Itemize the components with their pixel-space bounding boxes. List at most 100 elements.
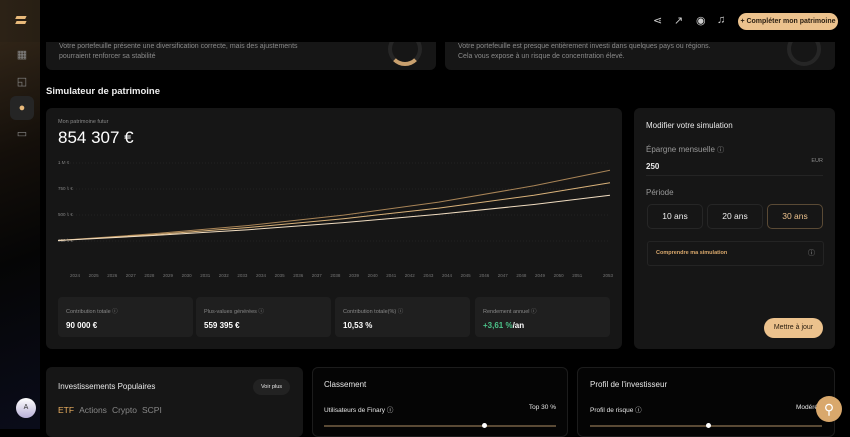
ranking-value: Top 30 % [528,404,556,411]
stat-label: Contribution totale(%) ⓘ [343,309,404,315]
x-tick: 2033 [237,273,248,278]
future-label: Mon patrimoine futur [58,119,109,125]
chat-icon[interactable]: ▭ [16,128,28,140]
avatar[interactable]: A [16,398,36,418]
x-tick: 2048 [516,273,527,278]
eye-icon[interactable]: ◉ [696,15,706,27]
stat-suffix: /an [512,321,525,330]
stat-value: 90 000 € [66,321,98,330]
info-icon[interactable]: ⓘ [808,250,815,257]
understand-label: Comprendre ma simulation [656,250,728,256]
card-text: pourraient renforcer sa stabilité [59,53,156,60]
x-tick: 2051 [572,273,583,278]
x-tick: 2026 [107,273,118,278]
card-text: Votre portefeuille présente une diversif… [59,43,298,50]
x-tick: 2046 [479,273,490,278]
x-tick: 2038 [330,273,341,278]
x-tick: 2031 [200,273,211,278]
x-tick: 2045 [460,273,471,278]
savings-label-text: Épargne mensuelle [646,145,715,154]
x-tick: 2032 [218,273,229,278]
tab-etf[interactable]: ETF [58,405,75,415]
share-icon[interactable]: ⋖ [653,15,663,27]
x-tick: 2043 [423,273,434,278]
x-tick: 2027 [125,273,136,278]
stat-value: 10,53 % [343,321,373,330]
card-text: Cela vous expose à un risque de concentr… [458,53,625,60]
risk-slider [590,423,822,428]
section-title: Simulateur de patrimoine [46,86,161,97]
stat-contribution-pct: Contribution totale(%) ⓘ 10,53 % [335,297,470,337]
ranking-card: Classement Utilisateurs de Finary ⓘ Top … [312,367,568,437]
stat-value: +3,61 % [483,321,513,330]
trend-icon[interactable]: ↗ [674,15,684,27]
series-line-1 [57,182,611,241]
chart-icon[interactable]: ◱ [16,76,28,88]
tab-scpi[interactable]: SCPI [141,405,162,415]
stat-label: Contribution totale ⓘ [66,309,118,315]
currency: EUR [811,158,823,164]
x-tick: 2030 [181,273,192,278]
header: ⋖ ↗ ◉ ♫ [40,0,850,42]
sidebar [0,0,40,429]
stat-gains: Plus-values générées ⓘ 559 395 € [196,297,331,337]
investor-profile-card: Profil de l'investisseur Profil de risqu… [577,367,835,437]
future-value: 854 307 € [58,128,134,147]
stat-label: Rendement annuel ⓘ [483,309,537,315]
slider-handle [706,423,711,428]
ranking-slider [324,423,556,428]
series-line-0 [57,169,611,241]
card-title: Classement [324,380,367,389]
savings-label: Épargne mensuelle ⓘ [646,145,724,155]
grid-icon[interactable]: ▦ [16,49,28,61]
x-tick: 2028 [144,273,155,278]
finary-logo[interactable] [15,16,27,24]
risk-value: Modéré [796,404,819,411]
ranking-label: Utilisateurs de Finary ⓘ [324,407,394,414]
popular-investments-card: Investissements Populaires Voir plus ETF… [46,367,303,437]
x-tick: 2041 [386,273,397,278]
card-text: Votre portefeuille est presque entièreme… [458,43,711,50]
update-button[interactable]: Mettre à jour [764,318,823,338]
slider-handle [481,423,487,428]
card-title: Profil de l'investisseur [590,380,668,389]
x-tick: 2053 [603,273,614,278]
savings-input[interactable]: 250 EUR [646,156,823,176]
x-tick: 2040 [367,273,378,278]
compass-icon[interactable]: ● [10,96,34,120]
stat-total-contribution: Contribution totale ⓘ 90 000 € [58,297,193,337]
savings-value: 250 [646,162,660,171]
tab-actions[interactable]: Actions [79,405,107,415]
search-fab[interactable]: ⚲ [816,396,842,422]
y-tick: 1 M € [58,160,70,165]
search-icon: ⚲ [823,401,835,417]
x-tick: 2036 [293,273,304,278]
x-tick: 2037 [311,273,322,278]
x-tick: 2034 [256,273,267,278]
see-more-button[interactable]: Voir plus [253,379,290,395]
card-title: Investissements Populaires [58,382,156,391]
bell-icon[interactable]: ♫ [717,14,726,26]
x-tick: 2039 [349,273,360,278]
x-tick: 2042 [404,273,415,278]
tab-crypto[interactable]: Crypto [111,405,137,415]
stat-value: 559 395 € [204,321,240,330]
complete-wealth-button[interactable]: + Compléter mon patrimoine [738,13,838,30]
x-tick: 2047 [497,273,508,278]
risk-label: Profil de risque ⓘ [590,407,642,414]
info-icon[interactable]: ⓘ [717,147,725,154]
period-30-button[interactable]: 30 ans [767,204,823,229]
period-10-button[interactable]: 10 ans [647,204,703,229]
x-tick: 2025 [88,273,99,278]
stat-annual-return: Rendement annuel ⓘ +3,61 %/an [475,297,610,337]
x-tick: 2050 [553,273,564,278]
panel-title: Modifier votre simulation [646,121,733,130]
y-tick: 750 k € [58,186,73,191]
understand-simulation[interactable]: Comprendre ma simulation ⓘ [647,241,824,266]
x-tick: 2024 [70,273,81,278]
period-20-button[interactable]: 20 ans [707,204,763,229]
x-tick: 2029 [163,273,174,278]
x-tick: 2049 [535,273,546,278]
x-tick: 2035 [274,273,285,278]
